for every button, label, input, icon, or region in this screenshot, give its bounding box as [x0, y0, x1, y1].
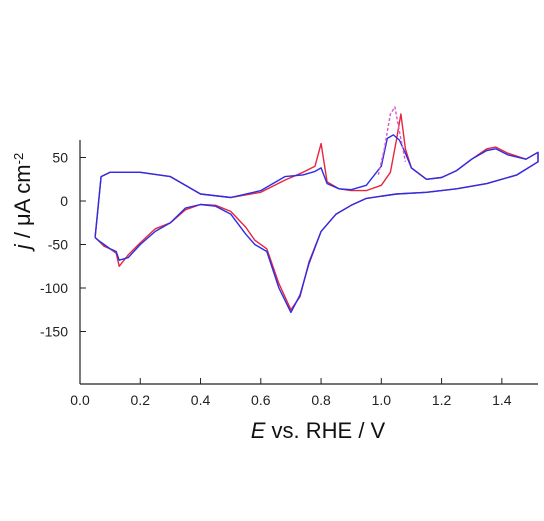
x-ticks: 0.0 0.2 0.4 0.6 0.8 1.0 1.2 1.4: [70, 378, 512, 408]
x-tick-label: 1.0: [372, 392, 392, 408]
y-ticks: 50 0 -50 -100 -150: [40, 150, 86, 340]
x-axis-title: E vs. RHE / V: [251, 418, 386, 443]
y-tick-label: 0: [60, 193, 68, 209]
x-tick-label: 0.6: [251, 392, 271, 408]
x-tick-label: 0.0: [70, 392, 90, 408]
y-tick-label: -100: [40, 280, 68, 296]
x-tick-label: 0.8: [311, 392, 331, 408]
y-tick-label: 50: [52, 150, 68, 166]
x-tick-label: 0.4: [191, 392, 211, 408]
x-tick-label: 1.4: [492, 392, 512, 408]
x-tick-label: 0.2: [131, 392, 151, 408]
curves-layer: [95, 107, 538, 312]
series-line-1: [95, 114, 538, 310]
y-tick-label: -150: [40, 324, 68, 340]
x-tick-label: 1.2: [432, 392, 452, 408]
y-tick-label: -50: [48, 237, 68, 253]
y-axis-title: j / μA cm-2: [10, 153, 35, 252]
